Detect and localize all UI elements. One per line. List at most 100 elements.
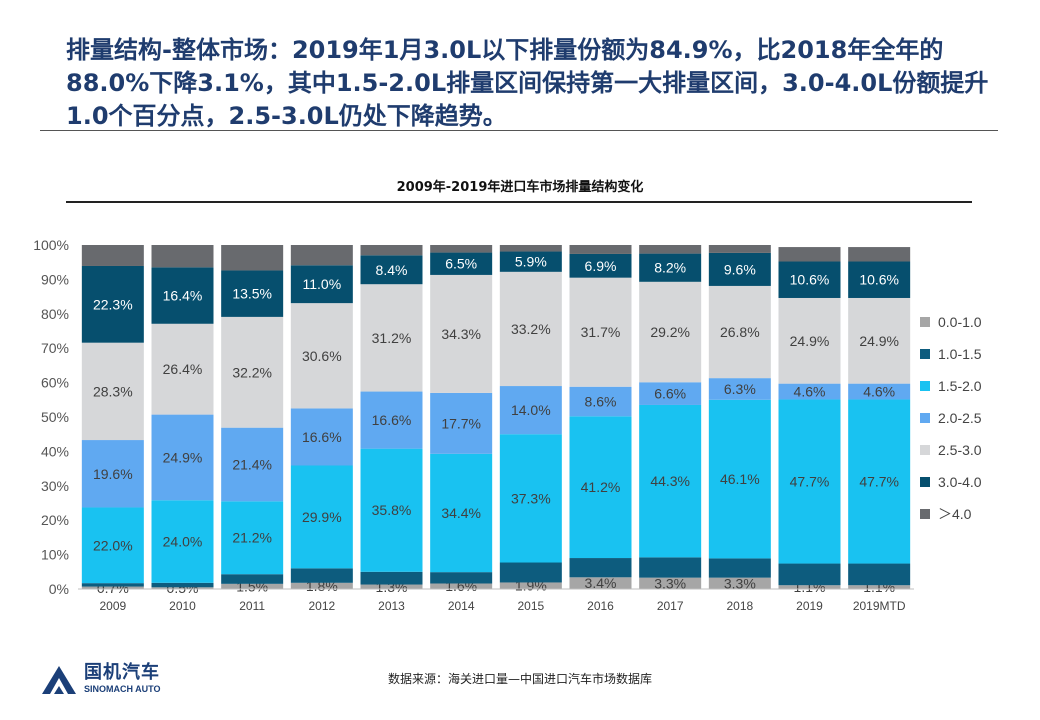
- bar-segment: [708, 378, 771, 400]
- data-label: 47.7%: [859, 474, 899, 490]
- logo-name-en: SINOMACH AUTO: [84, 684, 161, 694]
- y-tick-label: 0%: [49, 581, 69, 597]
- bar-segment: [290, 245, 353, 266]
- x-tick-label: 2015: [517, 599, 544, 613]
- legend-swatch: [920, 317, 930, 327]
- bar-segment: [499, 582, 562, 589]
- data-label: 34.3%: [441, 326, 481, 342]
- bar-segment: [151, 267, 214, 324]
- y-tick-label: 80%: [41, 306, 69, 322]
- company-logo: 国机汽车 SINOMACH AUTO: [40, 662, 161, 696]
- data-label: 31.7%: [581, 324, 621, 340]
- chart-legend: 0.0-1.0 1.0-1.5 1.5-2.0 2.0-2.5 2.5-3.0 3.0-4…: [920, 306, 982, 530]
- data-label: 6.5%: [445, 256, 477, 272]
- data-label: 37.3%: [511, 490, 551, 506]
- bar-segment: [778, 399, 841, 564]
- data-label: 46.1%: [720, 471, 760, 487]
- data-label: 4.6%: [863, 384, 895, 400]
- bar-segment: [221, 316, 284, 428]
- legend-label: 3.0-4.0: [938, 474, 982, 490]
- bar-segment: [499, 245, 562, 252]
- bar-segment: [569, 577, 632, 589]
- bar-segment: [708, 558, 771, 578]
- data-label: 34.4%: [441, 505, 481, 521]
- bar-segment: [569, 558, 632, 578]
- chart-title: 2009年-2019年进口车市场排量结构变化: [396, 180, 644, 195]
- bar-segment: [639, 577, 702, 589]
- legend-label: 2.5-3.0: [938, 442, 982, 458]
- legend-swatch: [920, 477, 930, 487]
- bar-segment: [430, 274, 493, 393]
- y-tick-label: 90%: [41, 271, 69, 287]
- bar-segment: [569, 416, 632, 559]
- y-tick-label: 100%: [33, 237, 69, 253]
- x-tick-label: 2018: [726, 599, 753, 613]
- legend-item: 1.0-1.5: [920, 338, 982, 370]
- data-label: 10.6%: [859, 272, 899, 288]
- y-tick-label: 60%: [41, 375, 69, 391]
- page-headline: 排量结构-整体市场：2019年1月3.0L以下排量份额为84.9%，比2018年…: [66, 36, 989, 130]
- bar-segment: [499, 251, 562, 272]
- data-label: 21.2%: [232, 530, 272, 546]
- bar-segment: [569, 386, 632, 417]
- bar-segment: [569, 253, 632, 278]
- x-tick-label: 2019: [796, 599, 823, 613]
- data-label: 3.3%: [724, 575, 756, 591]
- y-tick-label: 10%: [41, 547, 69, 563]
- bar-segment: [430, 453, 493, 573]
- data-label: 47.7%: [790, 474, 830, 490]
- sinomach-logo-icon: [42, 666, 76, 694]
- bar-segment: [360, 391, 423, 449]
- data-label: 3.3%: [654, 575, 686, 591]
- legend-item: 2.0-2.5: [920, 402, 982, 434]
- bar-segment: [360, 584, 423, 589]
- bar-segment: [221, 245, 284, 271]
- bar-segment: [430, 245, 493, 253]
- bar-segment: [290, 265, 353, 304]
- logo-name-cn: 国机汽车: [84, 662, 160, 683]
- data-label: 17.7%: [441, 415, 481, 431]
- headline-divider: [40, 130, 998, 131]
- bar-segment: [499, 562, 562, 583]
- legend-item: ＞4.0: [920, 498, 982, 530]
- bar-segment: [848, 297, 911, 384]
- bar-segment: [151, 414, 214, 501]
- bar-segment: [151, 245, 214, 268]
- y-tick-label: 30%: [41, 478, 69, 494]
- data-source: 数据来源：海关进口量—中国进口汽车市场数据库: [387, 672, 652, 686]
- bar-segment: [848, 247, 911, 262]
- bar-segment: [569, 277, 632, 387]
- legend-item: 0.0-1.0: [920, 306, 982, 338]
- bar-segment: [430, 572, 493, 584]
- x-tick-label: 2009: [99, 599, 126, 613]
- data-label: 10.6%: [790, 272, 830, 288]
- data-label: 9.6%: [724, 261, 756, 277]
- data-label: 21.4%: [232, 456, 272, 472]
- bar-segment: [708, 399, 771, 559]
- bar-segment: [81, 245, 144, 266]
- bar-segment: [290, 465, 353, 569]
- bar-segment: [778, 563, 841, 586]
- data-label: 16.4%: [163, 288, 203, 304]
- bar-segment: [81, 342, 144, 441]
- y-tick-label: 20%: [41, 512, 69, 528]
- data-label: 8.2%: [654, 260, 686, 276]
- bar-segment: [360, 255, 423, 285]
- y-tick-label: 70%: [41, 340, 69, 356]
- bar-segment: [221, 501, 284, 575]
- bar-segment: [360, 245, 423, 256]
- legend-label: ＞4.0: [938, 506, 972, 522]
- legend-swatch: [920, 445, 930, 455]
- bar-segment: [778, 247, 841, 262]
- data-label: 24.0%: [163, 534, 203, 550]
- bar-segment: [639, 404, 702, 558]
- data-label: 8.4%: [376, 262, 408, 278]
- data-label: 44.3%: [650, 473, 690, 489]
- data-label: 14.0%: [511, 402, 551, 418]
- bar-segment: [708, 577, 771, 589]
- bar-segment: [639, 245, 702, 254]
- data-label: 19.6%: [93, 466, 133, 482]
- data-label: 5.9%: [515, 254, 547, 270]
- legend-label: 2.0-2.5: [938, 410, 982, 426]
- legend-swatch: [920, 349, 930, 359]
